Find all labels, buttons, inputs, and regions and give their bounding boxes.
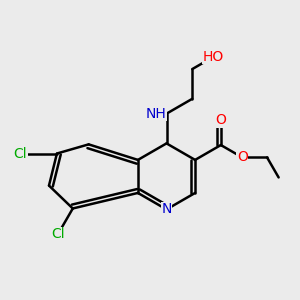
Text: O: O [237, 150, 248, 164]
Text: Cl: Cl [14, 146, 27, 161]
Text: N: N [161, 202, 172, 216]
Text: Cl: Cl [51, 227, 65, 241]
Text: O: O [215, 113, 226, 127]
Text: NH: NH [146, 107, 166, 121]
Text: HO: HO [203, 50, 224, 64]
